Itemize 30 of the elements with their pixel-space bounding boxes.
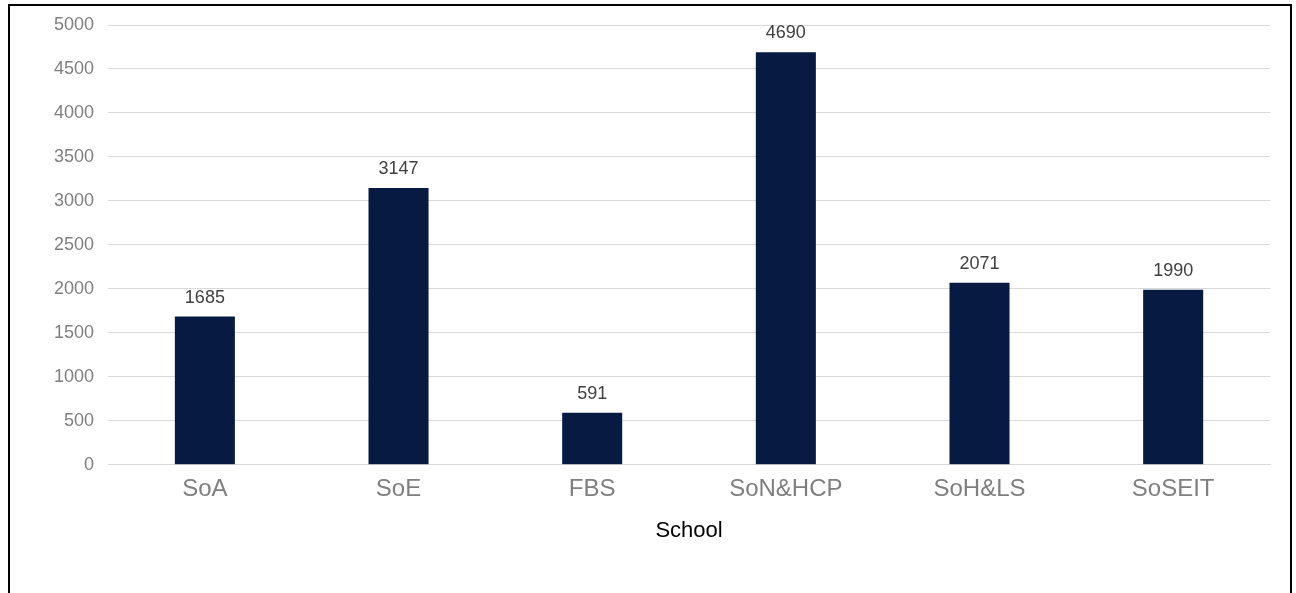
- bar: [174, 316, 235, 465]
- bar: [1143, 289, 1204, 465]
- y-tick-label: 2000: [54, 277, 95, 298]
- y-tick-label: 1500: [54, 321, 95, 342]
- x-tick-label: SoA: [182, 473, 228, 501]
- y-tick-label: 2500: [54, 233, 95, 254]
- data-label: 3147: [378, 157, 419, 178]
- data-label: 1685: [184, 286, 225, 307]
- y-tick-label: 4500: [54, 57, 95, 78]
- data-label: 4690: [765, 22, 806, 43]
- bar: [755, 52, 816, 465]
- data-label: 2071: [959, 252, 1000, 273]
- x-tick-label: SoN&HCP: [729, 473, 843, 501]
- data-label: 591: [577, 382, 608, 403]
- bar: [368, 187, 429, 465]
- bar: [949, 282, 1010, 465]
- y-tick-label: 5000: [54, 13, 95, 34]
- x-tick-label: SoH&LS: [933, 473, 1026, 501]
- y-tick-label: 3500: [54, 145, 95, 166]
- y-tick-label: 4000: [54, 101, 95, 122]
- y-tick-label: 0: [84, 453, 95, 474]
- data-label: 1990: [1153, 259, 1194, 280]
- x-tick-label: SoE: [375, 473, 422, 501]
- bar: [562, 412, 623, 465]
- x-tick-label: SoSEIT: [1131, 473, 1215, 501]
- y-tick-label: 1000: [54, 365, 95, 386]
- x-axis-title: School: [655, 516, 723, 542]
- y-tick-label: 500: [64, 409, 95, 430]
- x-tick-label: FBS: [568, 473, 616, 501]
- y-tick-label: 3000: [54, 189, 95, 210]
